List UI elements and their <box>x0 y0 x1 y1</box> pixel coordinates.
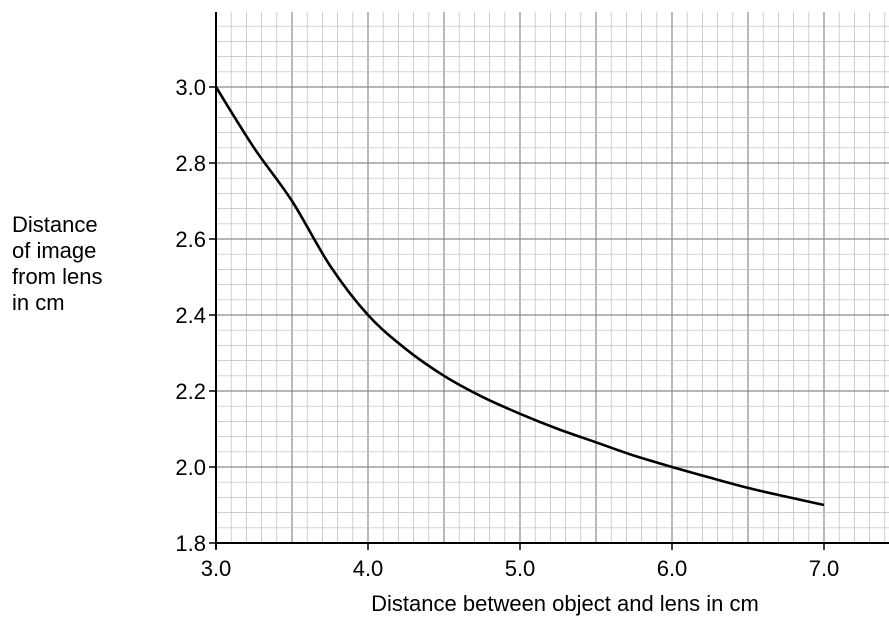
x-tick-label: 5.0 <box>505 556 536 581</box>
x-axis-title: Distance between object and lens in cm <box>371 591 759 616</box>
y-axis-title: Distance of image from lens in cm <box>12 212 162 316</box>
y-tick-label: 2.2 <box>175 379 206 404</box>
data-curve <box>214 86 825 507</box>
x-tick-label: 3.0 <box>201 556 232 581</box>
y-axis-title-line: from lens <box>12 264 103 289</box>
y-tick-label: 1.8 <box>175 531 206 556</box>
x-tick-label: 7.0 <box>809 556 840 581</box>
y-tick-label: 2.8 <box>175 151 206 176</box>
y-axis-title-line: of image <box>12 238 97 263</box>
y-axis-title-line: Distance <box>12 212 98 237</box>
y-tick-label: 2.4 <box>175 303 206 328</box>
y-axis-title-line: in cm <box>12 290 65 315</box>
x-tick-label: 6.0 <box>657 556 688 581</box>
x-tick-label: 4.0 <box>353 556 384 581</box>
y-tick-label: 3.0 <box>175 75 206 100</box>
y-tick-label: 2.0 <box>175 455 206 480</box>
axes <box>209 12 889 550</box>
tick-labels: 3.0 4.0 5.0 6.0 7.0 1.8 2.0 2.2 2.4 2.6 2.8 3.0 <box>175 75 839 581</box>
grid <box>215 12 889 544</box>
y-tick-label: 2.6 <box>175 227 206 252</box>
